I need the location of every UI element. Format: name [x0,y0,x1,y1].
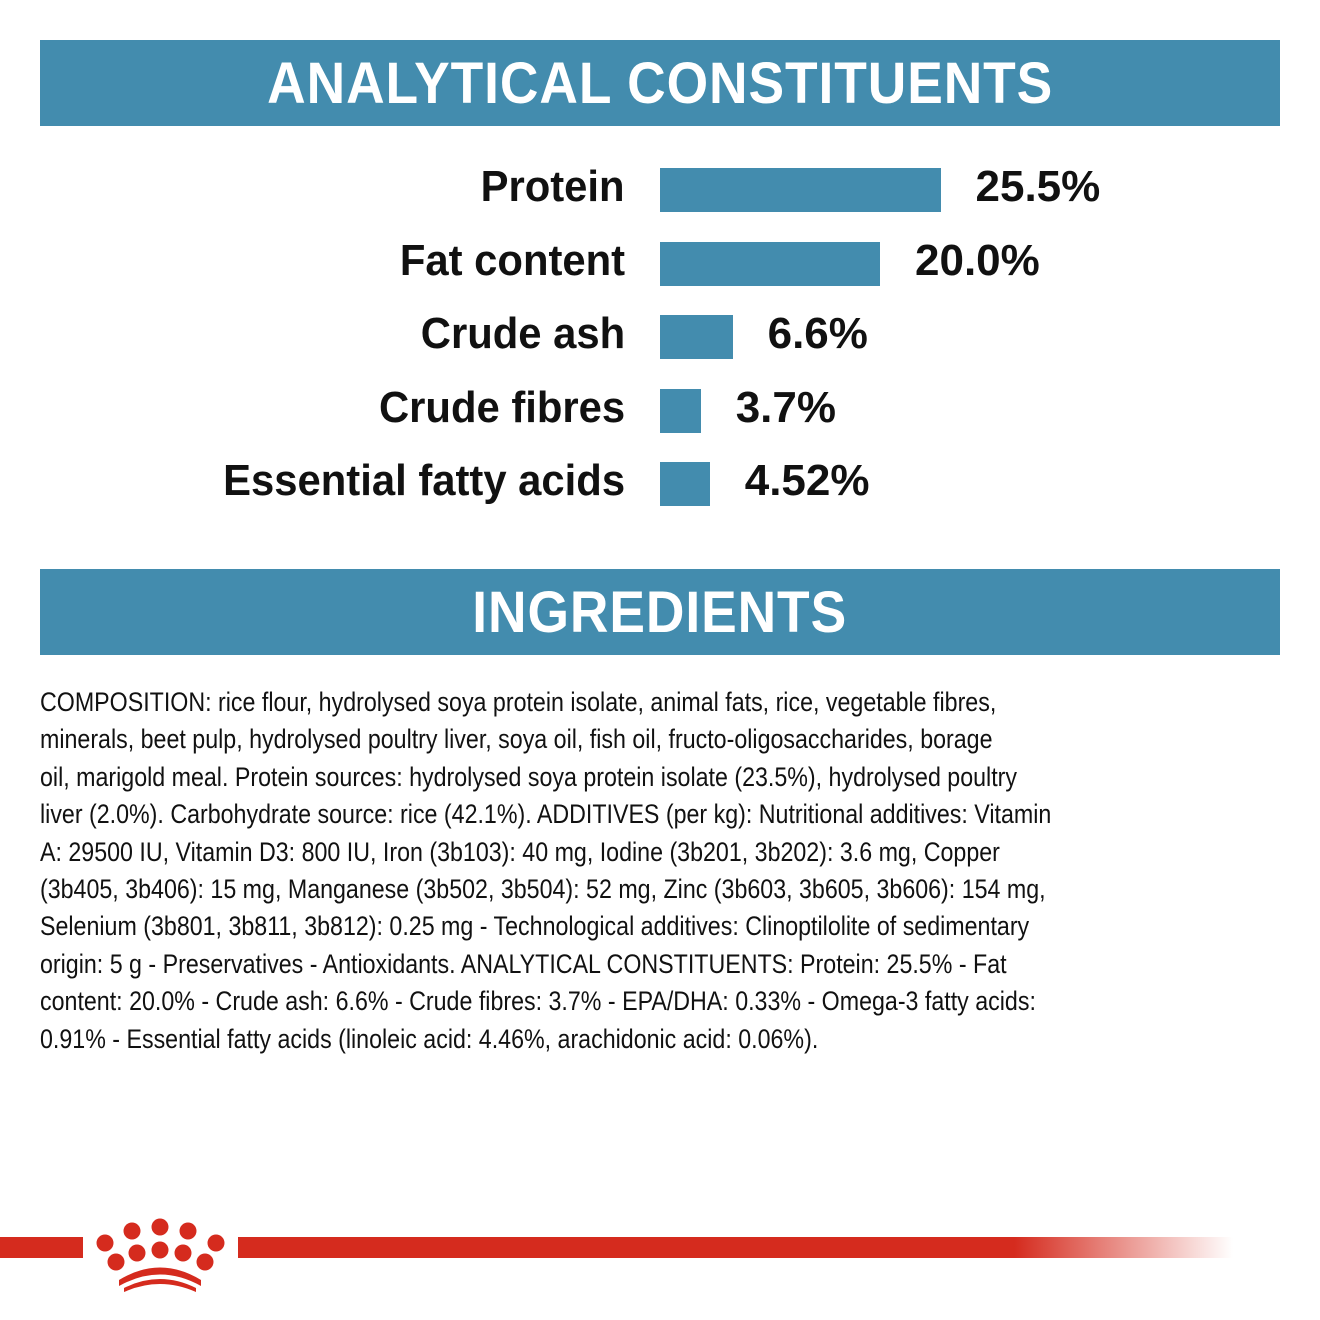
bar [660,315,733,359]
bar [660,168,941,212]
ingredients-text: COMPOSITION: rice flour, hydrolysed soya… [40,684,1300,1058]
analytical-constituents-chart: Protein 25.5% Fat content 20.0% Crude ash 6.6… [0,150,1320,530]
crown-logo-icon [96,1218,225,1292]
ingredients-line: (3b405, 3b406): 15 mg, Manganese (3b502,… [40,873,1046,904]
bar [660,241,880,286]
ingredients-line: origin: 5 g - Preservatives - Antioxidan… [40,948,1007,979]
bar-label: Protein [481,162,625,211]
analytical-constituents-title: ANALYTICAL CONSTITUENTS [266,50,1054,116]
bar-value-label: 3.7% [735,382,836,432]
analytical-constituents-banner: ANALYTICAL CONSTITUENTS [40,40,1280,126]
bar-value-label: 6.6% [767,309,868,358]
ingredients-title: INGREDIENTS [472,579,848,645]
ingredients-line: Selenium (3b801, 3b811, 3b812): 0.25 mg … [40,911,1030,942]
ingredients-line: oil, marigold meal. Protein sources: hyd… [40,761,1018,792]
ingredients-line: liver (2.0%). Carbohydrate source: rice … [40,799,1052,830]
bar-label: Crude fibres [378,382,625,432]
ingredients-line: A: 29500 IU, Vitamin D3: 800 IU, Iron (3… [40,836,1000,867]
red-line-left [0,1237,83,1258]
bar-value-label: 20.0% [915,235,1040,285]
ingredients-line: 0.91% - Essential fatty acids (linoleic … [40,1023,819,1054]
ingredients-banner: INGREDIENTS [40,569,1280,655]
bar [660,388,701,433]
footer-brand-strip [0,1218,1233,1292]
bar-label: Fat content [399,235,625,285]
ingredients-line: minerals, beet pulp, hydrolysed poultry … [40,724,993,755]
bar-label: Crude ash [420,309,625,358]
bar-label: Essential fatty acids [223,456,625,505]
ingredients-line: content: 20.0% - Crude ash: 6.6% - Crude… [40,986,1036,1017]
bar-value-label: 4.52% [744,456,870,505]
red-line-right [238,1237,1233,1258]
ingredients-line: COMPOSITION: rice flour, hydrolysed soya… [40,687,997,717]
bar-value-label: 25.5% [975,162,1101,211]
bar [660,462,710,506]
